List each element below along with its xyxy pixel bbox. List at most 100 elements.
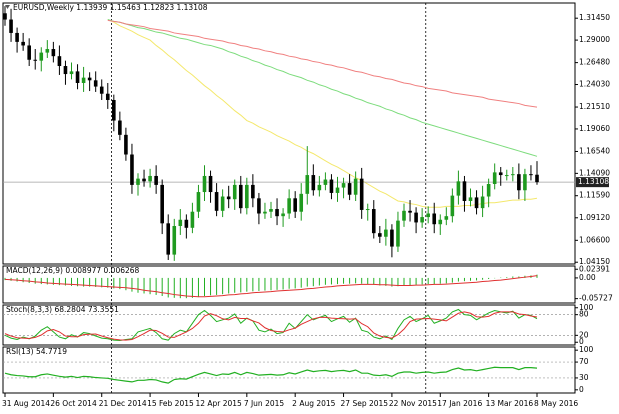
y-tick-label: 1.11590 <box>579 191 610 200</box>
panel-title: Stoch(8,3,3) 68.2804 73.3551 <box>6 305 119 314</box>
candle-body <box>232 184 237 200</box>
candle-body <box>172 226 177 255</box>
macd-panel-frame <box>2 265 576 304</box>
y-tick-label: 0.02391 <box>579 264 610 273</box>
y-tick-label: 1.16540 <box>579 146 610 155</box>
candle-body <box>160 184 164 224</box>
x-tick-label: 13 Mar 2016 <box>486 399 534 408</box>
candle-body <box>329 179 334 193</box>
x-tick-label: 7 Jun 2015 <box>244 399 285 408</box>
current-price-box <box>576 177 609 188</box>
stoch-panel-frame <box>2 304 576 346</box>
candle-body <box>196 192 201 212</box>
y-tick-label: 1.19060 <box>579 124 610 133</box>
y-tick-label: 0.00 <box>579 273 596 282</box>
candle-body <box>99 86 104 94</box>
candle-body <box>112 99 116 121</box>
candle-body <box>468 197 473 201</box>
y-tick-label: 1.09120 <box>579 213 610 222</box>
candle-body <box>462 181 467 201</box>
candle-body <box>208 175 213 193</box>
y-tick-label: 100 <box>579 303 594 312</box>
current-price-label: 1.13108 <box>578 177 609 186</box>
candle-body <box>535 174 539 183</box>
x-tick-label: 27 Sep 2015 <box>341 399 389 408</box>
candle-body <box>166 223 171 255</box>
candle-body <box>517 174 521 191</box>
candle-body <box>142 178 146 182</box>
candle-body <box>87 77 92 81</box>
candle-body <box>450 195 455 217</box>
symbol-icon <box>5 5 10 9</box>
candle-body <box>251 184 255 199</box>
candle-body <box>81 77 86 83</box>
y-tick-label: 1.31450 <box>579 13 610 22</box>
candle-body <box>257 198 261 214</box>
x-tick-label: 26 Oct 2014 <box>50 399 97 408</box>
candle-body <box>136 178 140 185</box>
candle-body <box>456 181 461 196</box>
candle-body <box>27 45 31 60</box>
y-tick-label: 1.06600 <box>579 235 610 244</box>
candle-body <box>51 49 56 57</box>
candle-body <box>275 209 279 217</box>
candle-body <box>432 213 437 225</box>
candle-body <box>69 71 74 75</box>
x-tick-label: 17 Jan 2016 <box>437 399 482 408</box>
candle-body <box>190 211 195 228</box>
candle-body <box>426 213 430 218</box>
candle-body <box>3 13 7 20</box>
candle-body <box>287 198 291 214</box>
candle-body <box>420 217 424 223</box>
y-tick-label: 1.04150 <box>579 257 610 266</box>
candle-body <box>15 32 19 42</box>
candle-body <box>130 154 134 185</box>
moving-average-line <box>107 19 538 108</box>
candle-body <box>414 212 418 223</box>
moving-average-line <box>107 19 538 157</box>
candle-body <box>371 209 376 234</box>
candle-body <box>378 233 382 237</box>
candle-body <box>498 172 503 176</box>
y-tick-label: -0.05727 <box>579 294 613 303</box>
x-tick-label: 31 Aug 2014 <box>2 399 50 408</box>
panel-frames <box>2 2 576 394</box>
panel-title: EURUSD,Weekly 1.13939 1.15463 1.12823 1.… <box>13 3 208 12</box>
x-tick-label: 2 Aug 2015 <box>292 399 335 408</box>
candle-body <box>384 229 388 237</box>
candle-body <box>220 196 225 211</box>
candle-body <box>529 174 533 176</box>
y-tick-label: 30 <box>579 373 589 382</box>
y-tick-label: 1.14090 <box>579 168 610 177</box>
candle-body <box>365 209 370 211</box>
candle-body <box>245 184 249 209</box>
candle-body <box>9 19 13 33</box>
candle-body <box>214 192 219 211</box>
candle-body <box>486 184 491 197</box>
candle-body <box>317 184 322 191</box>
candle-body <box>396 220 400 247</box>
candle-body <box>480 196 485 209</box>
y-tick-label: 1.29000 <box>579 35 610 44</box>
y-tick-label: 1.21510 <box>579 102 610 111</box>
candle-body <box>39 52 44 61</box>
y-tick-label: 100 <box>579 345 594 354</box>
signal-line <box>4 275 538 298</box>
x-tick-label: 8 May 2016 <box>534 399 578 408</box>
candle-body <box>202 175 207 193</box>
candle-body <box>63 66 68 75</box>
y-tick-label: 0 <box>579 337 584 346</box>
candle-body <box>118 120 122 135</box>
candle-body <box>402 210 406 221</box>
candle-body <box>105 93 110 100</box>
candle-body <box>323 179 328 185</box>
candle-body <box>124 134 128 155</box>
candle-body <box>408 210 412 213</box>
candle-body <box>359 178 364 210</box>
main-panel-frame <box>2 2 576 265</box>
candle-body <box>390 229 394 247</box>
panel-title: MACD(12,26,9) 0.008977 0.006268 <box>6 266 140 275</box>
candle-body <box>178 219 183 227</box>
